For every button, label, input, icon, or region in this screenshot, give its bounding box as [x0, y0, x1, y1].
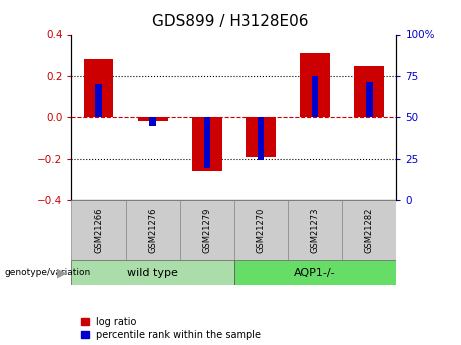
Bar: [83, 59, 113, 117]
Bar: [71, 200, 125, 260]
Bar: [288, 200, 342, 260]
Bar: [312, 76, 319, 117]
Text: ▶: ▶: [58, 266, 67, 279]
Text: wild type: wild type: [127, 268, 178, 277]
Text: GSM21276: GSM21276: [148, 208, 157, 253]
Text: GSM21266: GSM21266: [94, 208, 103, 253]
Bar: [366, 82, 372, 117]
Bar: [138, 117, 168, 121]
Bar: [149, 117, 156, 126]
Bar: [342, 200, 396, 260]
Text: GSM21273: GSM21273: [311, 208, 320, 253]
Text: GSM21270: GSM21270: [256, 208, 266, 253]
Text: GSM21282: GSM21282: [365, 208, 374, 253]
Bar: [258, 117, 264, 160]
Text: AQP1-/-: AQP1-/-: [295, 268, 336, 277]
Bar: [71, 260, 234, 285]
Bar: [234, 200, 288, 260]
Legend: log ratio, percentile rank within the sample: log ratio, percentile rank within the sa…: [81, 317, 261, 340]
Bar: [234, 260, 396, 285]
Bar: [300, 53, 330, 117]
Bar: [204, 117, 210, 168]
Text: genotype/variation: genotype/variation: [5, 268, 91, 277]
Bar: [95, 84, 102, 117]
Bar: [246, 117, 276, 157]
Bar: [192, 117, 222, 171]
Bar: [125, 200, 180, 260]
Text: GDS899 / H3128E06: GDS899 / H3128E06: [152, 14, 309, 29]
Text: GSM21279: GSM21279: [202, 208, 212, 253]
Bar: [180, 200, 234, 260]
Bar: [355, 66, 384, 117]
